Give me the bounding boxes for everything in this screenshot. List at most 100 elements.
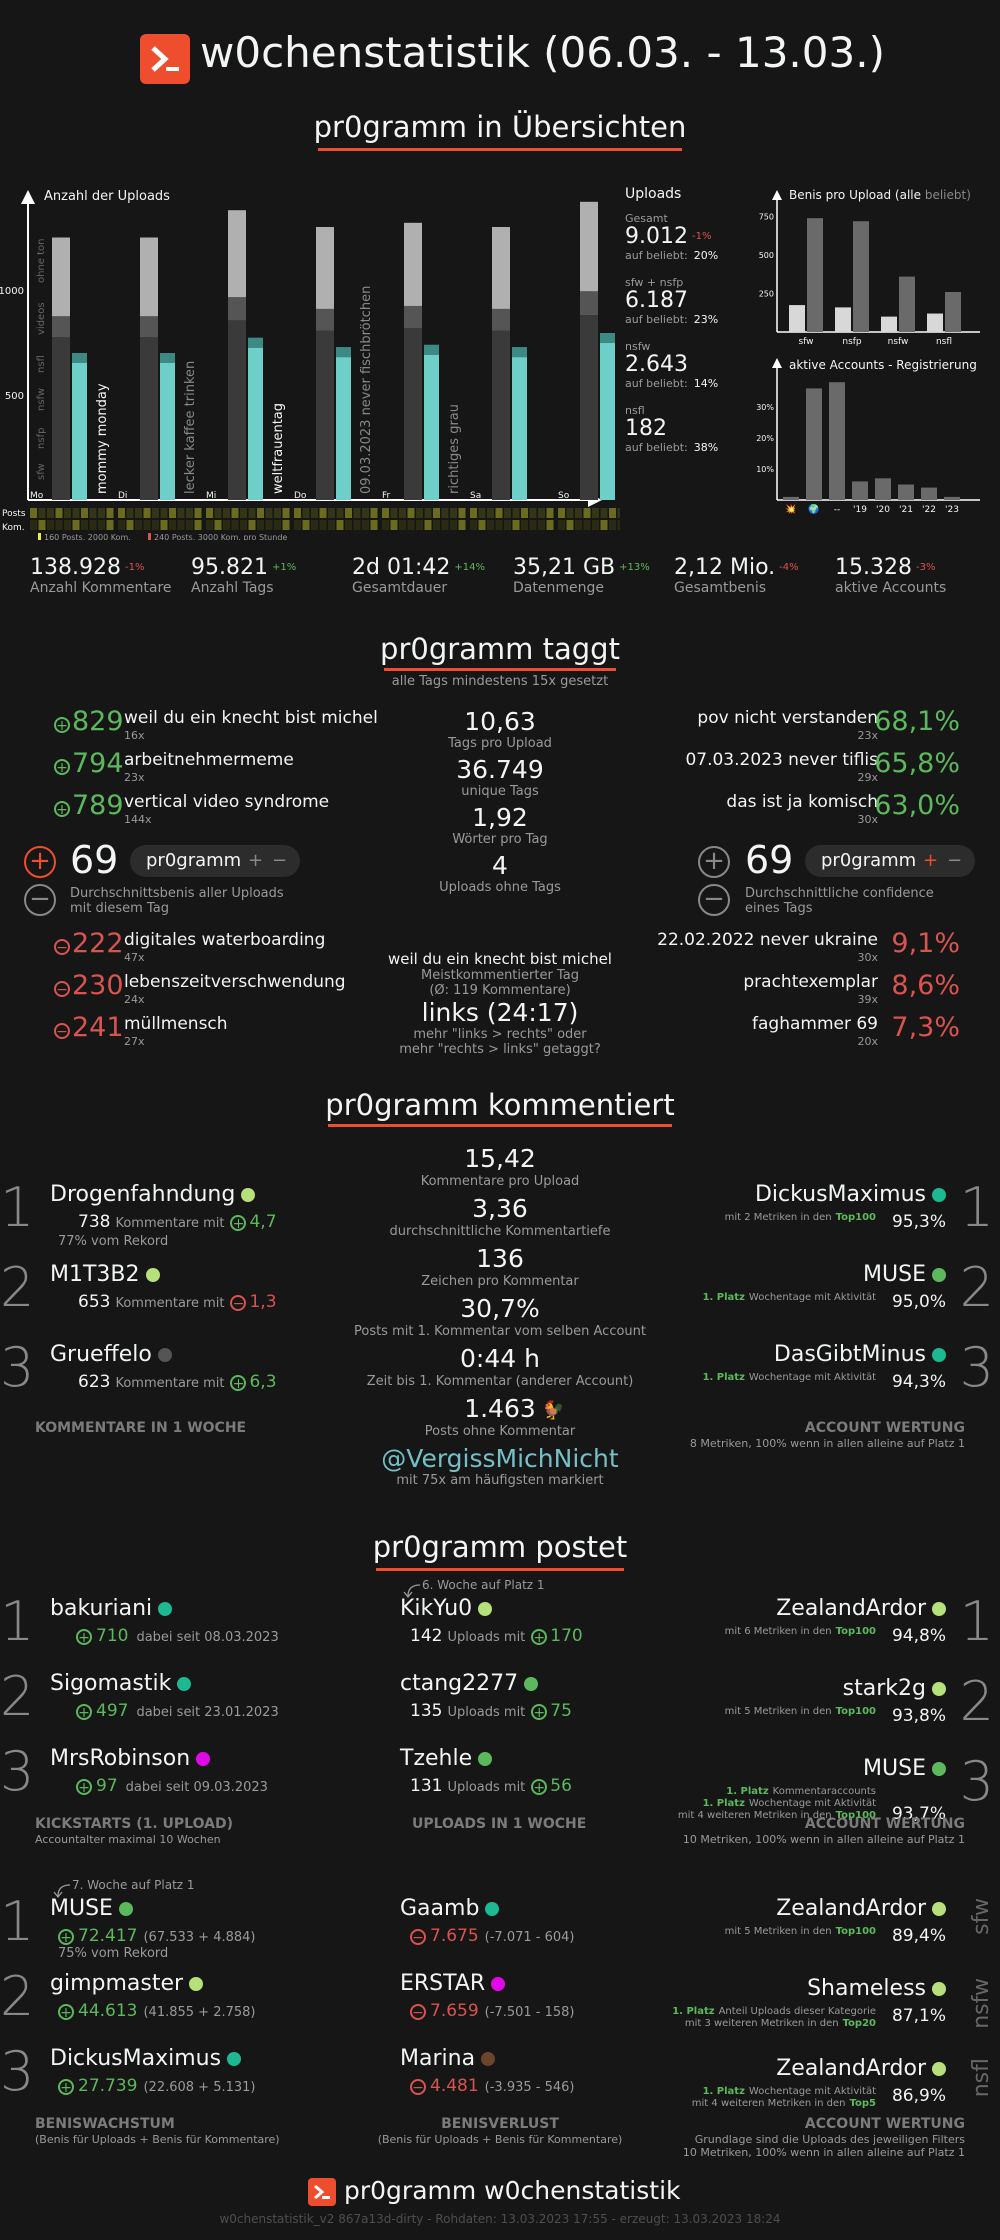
heat-cell xyxy=(416,508,423,518)
user-name[interactable]: gimpmaster xyxy=(50,1971,204,1996)
account-row[interactable]: ZealandArdor mit 5 Metriken in den Top100 8… xyxy=(640,1896,1000,1966)
benis-loss-row[interactable]: Marina −4.481 (-3.935 - 546) xyxy=(400,2046,660,2116)
user-name[interactable]: Drogenfahndung xyxy=(50,1182,256,1207)
user-name[interactable]: ZealandArdor xyxy=(776,2056,946,2081)
user-name[interactable]: Tzehle xyxy=(400,1746,493,1771)
plus-icon: + xyxy=(58,1928,74,1945)
user-name[interactable]: bakuriani xyxy=(50,1596,173,1621)
post-rating-sub: 10 Metriken, 100% wenn in allen alleine … xyxy=(682,1833,965,1846)
tag-benis: 230 xyxy=(72,970,124,1001)
account-row[interactable]: MUSE 1. Platz Kommentaraccounts 1. Platz Woc… xyxy=(640,1750,1000,1826)
user-name[interactable]: MrsRobinson xyxy=(50,1746,211,1771)
user-name[interactable]: ZealandArdor xyxy=(776,1896,946,1921)
tag-pill-right[interactable]: pr0gramm + − xyxy=(805,845,975,877)
account-row[interactable]: Shameless 1. Platz Anteil Uploads dieser K… xyxy=(640,1976,1000,2046)
heat-cell xyxy=(72,520,80,530)
benis-loss-row[interactable]: Gaamb −7.675 (-7.071 - 604) xyxy=(400,1896,660,1966)
summary-value: 138.928 -1% xyxy=(30,555,145,580)
minus-circle-icon[interactable]: − xyxy=(24,884,56,916)
account-row[interactable]: DickusMaximus mit 2 Metriken in den Top100… xyxy=(640,1176,1000,1252)
y-tick-label: 250 xyxy=(759,290,774,299)
user-name[interactable]: ZealandArdor xyxy=(776,1596,946,1621)
tag-pill-left[interactable]: pr0gramm + − xyxy=(130,845,300,877)
upload-count: 142 xyxy=(410,1626,443,1646)
uploader-row[interactable]: KikYu0 142 Uploads mit +170 xyxy=(400,1596,660,1666)
account-row[interactable]: stark2g mit 5 Metriken in den Top100 93,8% 2 xyxy=(640,1670,1000,1746)
uploader-row[interactable]: Tzehle 131 Uploads mit +56 xyxy=(400,1746,660,1816)
minus-icon[interactable]: − xyxy=(947,850,963,871)
legend-vertical: sfw nsfp nsfw nsfl videos ohne ton xyxy=(36,238,47,480)
benis-growth-row[interactable]: 2 gimpmaster +44.613 (41.855 + 2.758) xyxy=(0,1965,340,2041)
center-stat: 4 Uploads ohne Tags xyxy=(380,852,620,896)
commenter-row[interactable]: 1 Drogenfahndung 738 Kommentare mit +4,7 77% … xyxy=(0,1176,340,1252)
user-rank-dot xyxy=(524,1677,539,1691)
heat-cell xyxy=(194,520,202,530)
chart-title: aktive Accounts - Registrierung xyxy=(789,358,977,372)
title-part: beliebt) xyxy=(921,188,971,202)
user-name[interactable]: DasGibtMinus xyxy=(774,1342,946,1367)
uploader-stats: 135 Uploads mit +75 xyxy=(410,1701,572,1721)
heat-cell xyxy=(345,520,352,530)
commenter-row[interactable]: 3 Grueffelo 623 Kommentare mit +6,3 xyxy=(0,1336,340,1412)
center-stat-label: Tags pro Upload xyxy=(448,736,552,751)
user-name[interactable]: Marina xyxy=(400,2046,496,2071)
desc-line: mit diesem Tag xyxy=(70,901,169,916)
most-marked-user-name[interactable]: @VergissMichNicht xyxy=(381,1444,619,1473)
user-name[interactable]: MUSE xyxy=(863,1262,946,1287)
account-row[interactable]: DasGibtMinus 1. Platz Wochentage mit Aktiv… xyxy=(640,1336,1000,1412)
benis-rating-sub2: 10 Metriken, 100% wenn in allen alleine … xyxy=(682,2146,965,2159)
upload-label: Uploads mit xyxy=(447,1780,526,1795)
minus-icon[interactable]: − xyxy=(272,850,288,871)
user-name[interactable]: ctang2277 xyxy=(400,1671,539,1696)
uploader-row[interactable]: ctang2277 135 Uploads mit +75 xyxy=(400,1671,660,1741)
account-row[interactable]: ZealandArdor mit 6 Metriken in den Top100 9… xyxy=(640,1590,1000,1666)
user-name[interactable]: MUSE xyxy=(50,1896,133,1921)
benis-growth-row[interactable]: 1 MUSE +72.417 (67.533 + 4.884) 75% vom Reko… xyxy=(0,1890,340,1966)
heat-cell xyxy=(538,508,545,518)
rank-number: 2 xyxy=(0,1665,35,1728)
center-stat-value: 1,92 xyxy=(472,803,528,832)
x-tick-label: '19 xyxy=(853,505,867,515)
heat-cell xyxy=(558,520,565,530)
bar-lower-left xyxy=(316,330,334,500)
user-name[interactable]: Sigomastik xyxy=(50,1671,192,1696)
legend-yellow: 160 Posts, 2000 Kom. xyxy=(44,533,131,540)
minus-icon: − xyxy=(410,1928,426,1945)
user-name[interactable]: Shameless xyxy=(807,1976,946,2001)
chart-title: Anzahl der Uploads xyxy=(44,189,170,204)
user-name[interactable]: MUSE xyxy=(863,1756,946,1781)
heat-cell xyxy=(617,520,620,530)
day-label: Mo xyxy=(30,491,44,501)
bar-account xyxy=(852,481,868,500)
bar-video-fill xyxy=(248,347,263,500)
user-name[interactable]: ERSTAR xyxy=(400,1971,506,1996)
x-tick-label: nsfw xyxy=(888,337,909,347)
commenter-row[interactable]: 2 M1T3B2 653 Kommentare mit −1,3 xyxy=(0,1256,340,1332)
benis-growth-row[interactable]: 3 DickusMaximus +27.739 (22.608 + 5.131) xyxy=(0,2040,340,2116)
user-name[interactable]: KikYu0 xyxy=(400,1596,493,1621)
user-name[interactable]: Grueffelo xyxy=(50,1342,172,1367)
user-name[interactable]: DickusMaximus xyxy=(50,2046,242,2071)
center-stat: 30,7% Posts mit 1. Kommentar vom selben A… xyxy=(340,1294,660,1339)
user-name[interactable]: Gaamb xyxy=(400,1896,500,1921)
plus-icon[interactable]: + xyxy=(248,850,264,871)
kickstart-row[interactable]: 3 MrsRobinson +97 dabei seit 09.03.2023 xyxy=(0,1740,340,1816)
plus-icon[interactable]: + xyxy=(923,850,939,871)
heat-cell xyxy=(609,520,616,530)
day-label: Di xyxy=(118,491,127,501)
user-rank-dot xyxy=(932,1188,946,1202)
account-row[interactable]: ZealandArdor 1. Platz Wochentage mit Aktiv… xyxy=(640,2056,1000,2126)
benis-rating-label: ACCOUNT WERTUNG xyxy=(804,2116,965,2132)
benis-loss-value: 7.659 xyxy=(430,2001,479,2021)
plus-circle-icon[interactable]: + xyxy=(698,846,730,878)
account-row[interactable]: MUSE 1. Platz Wochentage mit Aktivität 95,0… xyxy=(640,1256,1000,1332)
minus-circle-icon[interactable]: − xyxy=(698,884,730,916)
user-name[interactable]: M1T3B2 xyxy=(50,1262,160,1287)
kickstart-row[interactable]: 1 bakuriani +710 dabei seit 08.03.2023 xyxy=(0,1590,340,1666)
user-name[interactable]: DickusMaximus xyxy=(755,1182,946,1207)
upload-stat-value: 182 xyxy=(625,416,667,441)
kickstart-row[interactable]: 2 Sigomastik +497 dabei seit 23.01.2023 xyxy=(0,1665,340,1741)
user-name[interactable]: stark2g xyxy=(843,1676,946,1701)
benis-loss-row[interactable]: ERSTAR −7.659 (-7.501 - 158) xyxy=(400,1971,660,2041)
plus-circle-icon[interactable]: + xyxy=(24,846,56,878)
